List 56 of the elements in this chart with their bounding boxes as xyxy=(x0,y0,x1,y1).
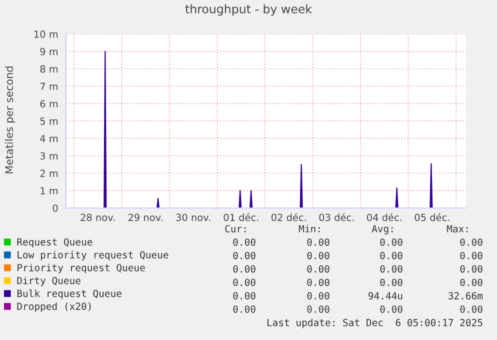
x-tick-label: 02 déc. xyxy=(272,213,306,222)
x-tick-label: 30 nov. xyxy=(176,214,210,222)
text: Max: xyxy=(446,225,468,232)
text: 0.00 xyxy=(233,265,256,273)
chart-title: throughput - by week xyxy=(185,4,312,16)
text: 0.00 xyxy=(233,252,256,260)
y-tick-label: 9 m xyxy=(40,48,58,56)
x-tick-label: 04 déc. xyxy=(367,213,402,222)
text: 0.00 xyxy=(460,278,482,286)
x-tick-label: 05 déc. xyxy=(414,213,450,222)
legend-label: Low priority request Queue xyxy=(18,250,168,260)
y-tick-label: 10 m xyxy=(34,30,58,38)
text: 0.00 xyxy=(307,265,330,273)
y-tick-label: 2 m xyxy=(40,170,58,177)
text: 0.00 xyxy=(233,306,256,313)
text: 0.00 xyxy=(380,238,402,246)
text: 0.00 xyxy=(460,252,482,260)
y-tick-label: 0 xyxy=(52,204,58,212)
y-tick-label: 3 m xyxy=(40,152,58,160)
text: Min: xyxy=(298,224,320,232)
y-tick-label: 8 m xyxy=(40,65,58,73)
y-tick-label: 5 m xyxy=(40,118,58,125)
text: 0.00 xyxy=(233,278,256,286)
text: 0.00 xyxy=(233,238,256,246)
text: 0.00 xyxy=(380,306,402,313)
text: 0.00 xyxy=(307,238,330,246)
text: 0.00 xyxy=(460,306,482,313)
y-tick-label: 1 m xyxy=(40,187,58,194)
text: 0.00 xyxy=(460,265,482,273)
text: 0.00 xyxy=(380,252,402,260)
legend-label: Bulk request Queue xyxy=(17,290,122,299)
text: 0.00 xyxy=(307,252,330,260)
text: 0.00 xyxy=(307,306,330,313)
text: 32.66m xyxy=(448,292,483,300)
x-tick-label: 28 nov. xyxy=(80,214,115,222)
text: 94.44u xyxy=(368,292,402,300)
legend-label: Priority request Queue xyxy=(18,264,145,274)
legend-label: Request Queue xyxy=(17,238,92,248)
y-tick-label: 4 m xyxy=(40,135,58,142)
text: 0.00 xyxy=(307,292,330,300)
text: 0.00 xyxy=(380,265,402,273)
text: 0.00 xyxy=(233,292,256,300)
y-tick-label: 7 m xyxy=(40,82,58,90)
x-tick-label: 29 nov. xyxy=(128,214,162,222)
y-tick-label: 6 m xyxy=(40,100,58,108)
x-tick-label: 03 déc. xyxy=(319,213,354,222)
x-tick-label: 01 déc. xyxy=(224,213,258,222)
legend-label: Dirty Queue xyxy=(17,276,80,286)
text: 0.00 xyxy=(307,278,330,286)
text: Last update: Sat Dec 6 05:00:17 2025 xyxy=(267,318,482,328)
y-axis-title: Metatiles per second xyxy=(4,66,16,174)
text: 0.00 xyxy=(460,238,482,246)
text: Cur: xyxy=(225,225,246,232)
text: Avg: xyxy=(372,225,393,234)
legend-label: Dropped (x20) xyxy=(17,302,91,312)
text: 0.00 xyxy=(380,278,402,286)
